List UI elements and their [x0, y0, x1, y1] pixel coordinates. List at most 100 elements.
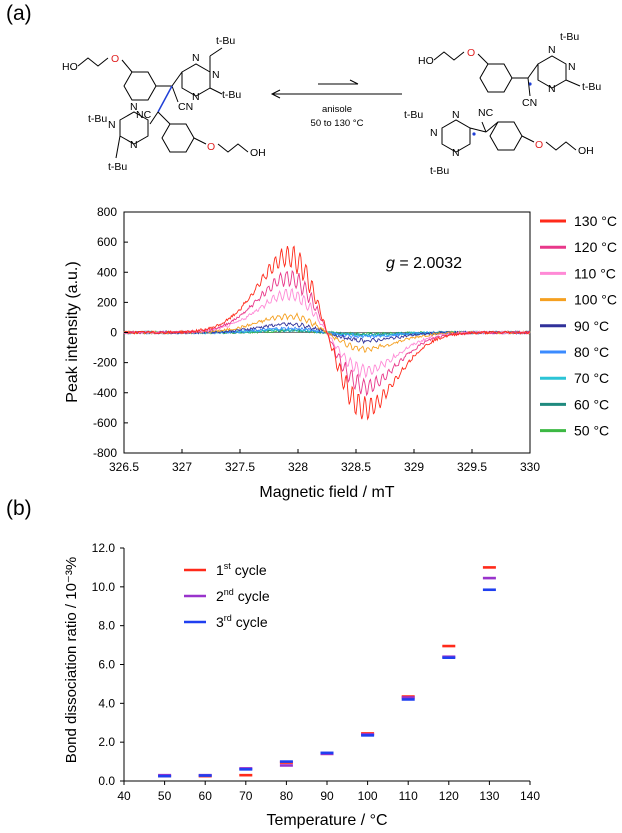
esr-legend-label: 60 °C: [574, 396, 609, 412]
esr-x-tick-label: 326.5: [109, 460, 139, 474]
dimer-n1: N: [192, 52, 200, 64]
radical-n4: N: [452, 109, 460, 121]
esr-legend: 130 °C 120 °C 110 °C 100 °C 90 °C 80 °C 70 °C 6…: [540, 213, 617, 439]
radical-oxygen-bottom: O: [535, 139, 543, 151]
radical-tbu-4: t-Bu: [430, 165, 449, 177]
radical-n2: N: [568, 61, 576, 73]
radical-tbu-2: t-Bu: [582, 81, 601, 93]
bdr-x-tick-label: 60: [199, 789, 213, 803]
esr-series-group: [123, 245, 531, 421]
bdr-y-ticks: 12.0 10.0 8.0 6.0 4.0 2.0 0.0: [92, 541, 124, 788]
esr-y-tick-label: 200: [97, 295, 117, 309]
dimer-molecule: HO O N N N t-Bu t-Bu CN NC N N N t-Bu: [62, 35, 266, 173]
esr-legend-label: 120 °C: [574, 239, 617, 255]
bdr-legend-label: 3rd cycle: [216, 613, 268, 630]
reaction-scheme: HO O N N N t-Bu t-Bu CN NC N N N t-Bu: [62, 31, 601, 177]
esr-x-tick-label: 327.5: [225, 460, 255, 474]
bdr-y-tick-label: 6.0: [98, 658, 115, 672]
radical-nc-label: NC: [478, 107, 494, 119]
dimer-n4: N: [130, 101, 138, 113]
dimer-tbu-2: t-Bu: [222, 89, 241, 101]
esr-annotation-value: = 2.0032: [395, 255, 462, 272]
radical-n1: N: [548, 44, 556, 56]
bdr-x-tick-label: 100: [358, 789, 378, 803]
radical-cn-top: CN: [522, 97, 537, 109]
radical-oh-label: OH: [578, 145, 594, 157]
bdr-legend: 1st cycle 2nd cycle 3rd cycle: [184, 561, 270, 630]
esr-y-tick-label: 800: [97, 205, 117, 219]
esr-y-tick-label: -600: [93, 416, 117, 430]
bdr-x-tick-label: 110: [399, 789, 418, 803]
bdr-legend-label: 2nd cycle: [216, 587, 270, 604]
bdr-y-tick-label: 8.0: [98, 619, 115, 633]
esr-legend-label: 50 °C: [574, 423, 609, 439]
bdr-x-tick-label: 40: [117, 789, 131, 803]
esr-x-tick-label: 329.5: [457, 460, 487, 474]
bdr-x-tick-label: 140: [520, 789, 540, 803]
radical-tbu-3: t-Bu: [404, 109, 423, 121]
dimer-tbu-4: t-Bu: [108, 161, 127, 173]
esr-x-tick-label: 327: [172, 460, 192, 474]
esr-y-tick-label: 600: [97, 235, 117, 249]
dimer-n2: N: [212, 69, 220, 81]
esr-x-tick-label: 328.5: [341, 460, 371, 474]
esr-y-tick-label: 0: [110, 326, 117, 340]
radical-oxygen-top: O: [467, 47, 475, 59]
panel-label-a: (a): [6, 2, 32, 25]
esr-annotation: g = 2.0032: [386, 255, 462, 272]
dimer-oxygen-top: O: [111, 53, 119, 65]
esr-x-tick-label: 328: [288, 460, 308, 474]
dimer-n3: N: [192, 91, 200, 103]
esr-x-ticks: 326.5 327 327.5 328 328.5 329 329.5 330: [109, 449, 540, 474]
radical-dot-bottom: [472, 132, 476, 136]
bdr-legend-label: 1st cycle: [216, 561, 267, 578]
radical-n5: N: [430, 127, 438, 139]
dimer-oh-label: OH: [250, 147, 266, 159]
esr-annotation-g: g: [386, 255, 395, 272]
esr-y-axis-label: Peak intensity (a.u.): [64, 261, 81, 402]
radical-molecules: HO O N N N t-Bu t-Bu CN NC N N N t-Bu: [404, 31, 601, 177]
bdr-y-axis-label: Bond dissociation ratio / 10⁻³%: [63, 557, 80, 763]
esr-legend-label: 90 °C: [574, 318, 609, 334]
esr-x-tick-label: 330: [520, 460, 540, 474]
dimer-n5: N: [108, 119, 116, 131]
bdr-y-tick-label: 2.0: [98, 735, 115, 749]
dimer-tbu-3: t-Bu: [88, 113, 107, 125]
bdr-x-tick-label: 50: [158, 789, 172, 803]
esr-series-line-130c: [123, 245, 531, 421]
dimer-nc-label: NC: [136, 109, 152, 121]
esr-x-axis-label: Magnetic field / mT: [259, 484, 394, 501]
esr-y-tick-label: -400: [93, 386, 117, 400]
dimer-n6: N: [130, 139, 138, 151]
bdr-y-tick-label: 0.0: [98, 774, 115, 788]
esr-y-ticks: 800 600 400 200 0 -200 -400 -600 -800: [93, 205, 128, 460]
scheme-condition-temperature: 50 to 130 °C: [311, 118, 364, 129]
dimer-ho-label: HO: [62, 61, 78, 73]
esr-y-tick-label: -200: [93, 356, 117, 370]
bdr-x-tick-label: 70: [239, 789, 253, 803]
bdr-y-tick-label: 12.0: [92, 541, 116, 555]
bdr-chart: 12.0 10.0 8.0 6.0 4.0 2.0 0.0 40 50 60 70 80 90 100 1…: [63, 541, 540, 829]
scheme-condition-solvent: anisole: [322, 104, 352, 115]
bdr-x-tick-label: 130: [479, 789, 499, 803]
bdr-x-tick-label: 90: [320, 789, 334, 803]
bdr-x-axis-label: Temperature / °C: [266, 812, 387, 829]
bdr-y-tick-label: 4.0: [98, 696, 115, 710]
equilibrium-arrows: [270, 79, 402, 99]
bdr-x-tick-label: 120: [439, 789, 459, 803]
radical-n3: N: [548, 83, 556, 95]
dimer-cn-top: CN: [178, 101, 193, 113]
radical-n6: N: [452, 147, 460, 159]
bdr-data-marks: [158, 566, 496, 778]
esr-legend-label: 110 °C: [574, 265, 616, 281]
esr-x-tick-label: 329: [404, 460, 424, 474]
bdr-x-tick-label: 80: [280, 789, 294, 803]
esr-legend-label: 70 °C: [574, 370, 609, 386]
panel-label-b: (b): [6, 497, 32, 520]
esr-legend-label: 100 °C: [574, 292, 617, 308]
esr-legend-label: 130 °C: [574, 213, 617, 229]
esr-legend-label: 80 °C: [574, 344, 609, 360]
bdr-y-tick-label: 10.0: [92, 580, 116, 594]
